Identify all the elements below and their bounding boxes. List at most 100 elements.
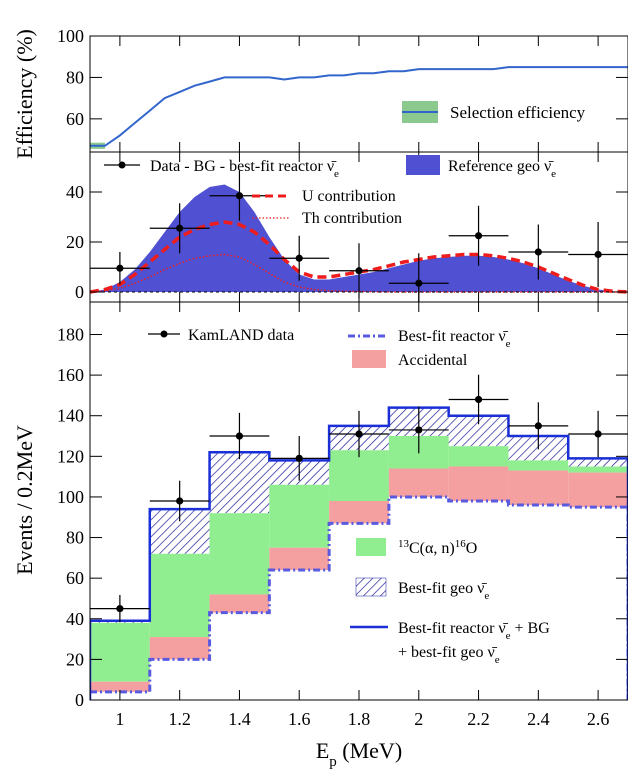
events-legend-total-l1a: Best-fit reactor ν̄ xyxy=(398,620,509,637)
events-legend-acc-label: Accidental xyxy=(398,352,468,369)
geo-data-point xyxy=(355,267,363,275)
geo-data-point xyxy=(474,232,483,240)
geo-legend-data-text: Data - BG - best-fit reactor ν̄e xyxy=(150,158,339,180)
events-data-point xyxy=(474,395,483,404)
geo-data-point xyxy=(176,224,184,232)
events-legend-reactor-label: Best-fit reactor ν̄ xyxy=(398,328,509,345)
events-data-point xyxy=(415,426,423,434)
events-ytick-label: 180 xyxy=(57,324,84,344)
geo-legend: Data - BG - best-fit reactor ν̄e Referen… xyxy=(104,155,556,227)
events-data-point xyxy=(534,422,542,430)
geo-data-point xyxy=(594,250,602,259)
geo-data-point xyxy=(235,192,244,200)
events-accidental-bar xyxy=(149,637,210,660)
geo-ytick-label: 20 xyxy=(66,232,84,252)
efficiency-ylabel: Efficiency (%) xyxy=(12,29,37,159)
geo-data-point xyxy=(534,248,542,256)
geo-reference-area xyxy=(90,184,628,292)
geo-legend-data-label: Data - BG - best-fit reactor ν̄ xyxy=(150,158,337,175)
events-accidental-bar xyxy=(388,468,449,497)
x-axis-title: Ep (MeV) xyxy=(316,738,402,770)
events-legend-total-l2sub: e xyxy=(495,654,500,666)
geo-legend-u-label: U contribution xyxy=(302,188,396,205)
x-axis-title-main: E xyxy=(316,738,329,763)
efficiency-legend-label: Selection efficiency xyxy=(450,103,586,122)
x-tick-label: 1.6 xyxy=(288,709,311,729)
events-legend-carbon-swatch xyxy=(356,538,386,556)
events-accidental-bar xyxy=(209,594,270,613)
events-legend-acc-swatch xyxy=(352,350,386,368)
efficiency-panel: 60 80 100 Efficiency (%) Selection efficie… xyxy=(12,26,628,159)
x-tick-label: 2.6 xyxy=(587,709,610,729)
x-tick-label: 2.2 xyxy=(467,709,490,729)
events-legend-reactor-sub: e xyxy=(506,338,511,350)
events-ylabel: Events / 0.2MeV xyxy=(12,425,37,575)
events-ytick-label: 160 xyxy=(57,365,84,385)
events-legend-reactor-text: Best-fit reactor ν̄e xyxy=(398,328,511,350)
events-ytick-label: 60 xyxy=(66,568,84,588)
geo-legend-data-marker xyxy=(118,161,126,169)
geo-legend-geo-label: Reference geo ν̄ xyxy=(448,158,554,175)
efficiency-ytick-label: 60 xyxy=(66,109,84,129)
efficiency-legend: Selection efficiency xyxy=(402,101,586,123)
x-tick-label: 2.4 xyxy=(527,709,550,729)
x-tick-label: 1.4 xyxy=(228,709,251,729)
events-carbon-bar xyxy=(90,622,150,682)
events-accidental-bar xyxy=(568,472,628,508)
events-legend-total-text2: + best-fit geo ν̄e xyxy=(398,644,500,666)
events-legend-carbon-sup1: 13 xyxy=(398,538,410,550)
geo-legend-geo-swatch xyxy=(406,155,440,175)
events-legend-total-l1b: + BG xyxy=(511,620,551,637)
x-tick-label: 1.8 xyxy=(348,709,371,729)
x-tick-label: 1.2 xyxy=(168,709,191,729)
events-panel: 0 20 40 60 80 100 120 140 160 180 Events / 0.2MeV… xyxy=(12,301,628,710)
x-tick-label: 1 xyxy=(115,709,124,729)
events-carbon-bar xyxy=(209,513,270,595)
efficiency-ytick-label: 80 xyxy=(66,67,84,87)
events-legend-carbon-sup2: 16 xyxy=(455,538,467,550)
geo-legend-th-label: Th contribution xyxy=(302,210,402,227)
events-legend-total-text1: Best-fit reactor ν̄e + BG xyxy=(398,620,550,642)
events-carbon-bar xyxy=(149,553,210,638)
events-accidental-bar xyxy=(329,501,389,524)
x-axis: 1 1.2 1.4 1.6 1.8 2 2.2 2.4 2.6 xyxy=(115,709,609,729)
events-geo-hatch xyxy=(568,458,628,467)
events-legend-total-l2a: + best-fit geo ν̄ xyxy=(398,644,498,661)
events-accidental-bar xyxy=(448,466,509,501)
efficiency-line xyxy=(90,66,628,147)
events-legend-total-l1sub: e xyxy=(506,630,511,642)
events-legend-data-marker xyxy=(160,330,168,338)
events-legend-geo-label: Best-fit geo ν̄ xyxy=(398,580,487,597)
efficiency-frame xyxy=(89,35,628,153)
geo-legend-data-sub: e xyxy=(334,168,339,180)
events-data-point xyxy=(176,497,184,505)
events-ytick-label: 40 xyxy=(66,609,84,629)
geo-legend-geo-sub: e xyxy=(551,168,556,180)
geo-data-point xyxy=(295,254,303,262)
events-legend-geo-text: Best-fit geo ν̄e xyxy=(398,580,489,602)
geo-legend-geo-text: Reference geo ν̄e xyxy=(448,158,556,180)
geo-data-point xyxy=(116,264,124,272)
x-axis-title-sub: p xyxy=(329,754,337,770)
events-ytick-label: 80 xyxy=(66,528,84,548)
events-legend-data-label: KamLAND data xyxy=(188,327,294,344)
events-ytick-label: 0 xyxy=(75,690,84,710)
events-legend-carbon-mid: C(α, n) xyxy=(409,540,455,557)
events-legend: KamLAND data Best-fit reactor ν̄e Accide… xyxy=(148,327,550,666)
events-ytick-label: 140 xyxy=(57,406,84,426)
events-carbon-bar xyxy=(568,466,628,473)
geo-data-point xyxy=(415,279,423,287)
events-data-point xyxy=(355,430,363,438)
events-carbon-bar xyxy=(269,484,330,548)
events-legend-carbon-tail: O xyxy=(466,540,478,557)
events-data-point xyxy=(235,432,244,440)
events-carbon-bar xyxy=(508,460,569,471)
events-accidental-bar xyxy=(90,681,150,692)
events-reactor-step xyxy=(90,495,628,700)
events-legend-geo-sub: e xyxy=(484,590,489,602)
events-legend-carbon-text: 13C(α, n)16O xyxy=(398,538,477,557)
events-data-point xyxy=(295,454,303,462)
events-accidental-bar xyxy=(508,470,569,506)
